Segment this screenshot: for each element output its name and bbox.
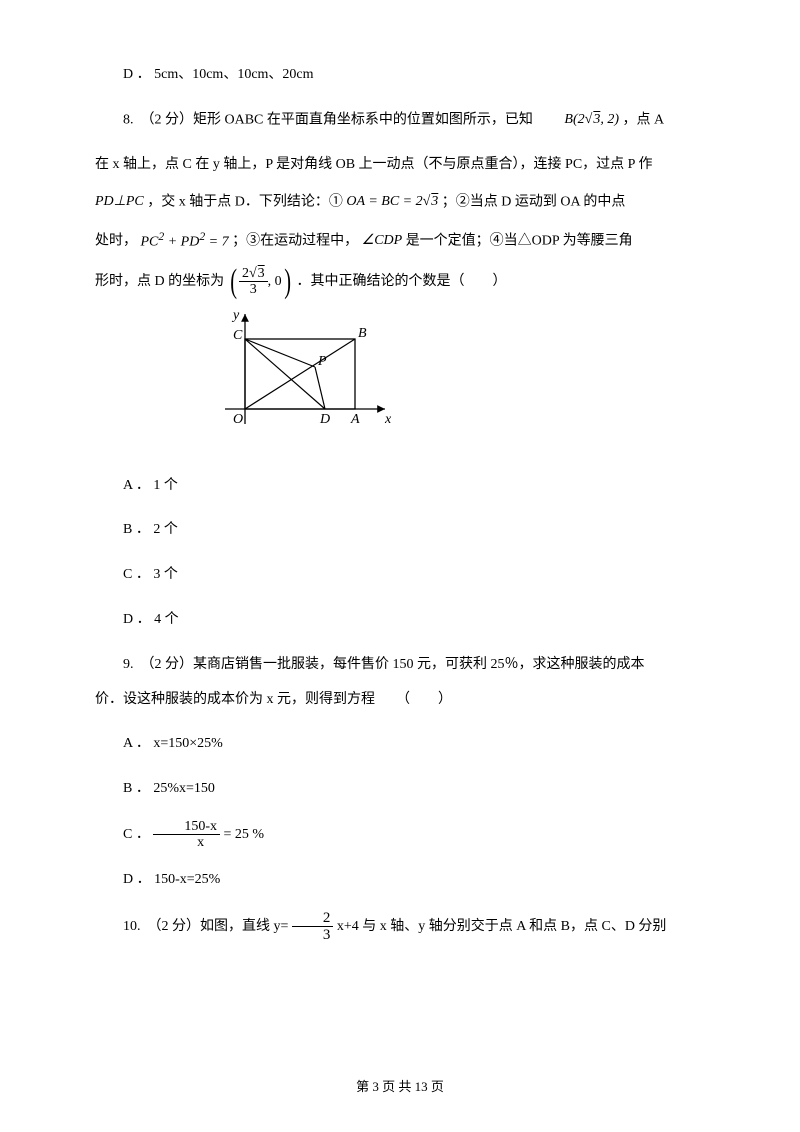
label-C: C <box>233 328 243 343</box>
label-A: A <box>350 412 360 427</box>
q8-line4-c: 是一个定值；④当△ODP 为等腰三角 <box>406 234 633 249</box>
q8-line5-b: ．其中正确结论的个数是（ ） <box>296 274 506 289</box>
q9-option-b: B ． 25%x=150 <box>95 774 705 805</box>
q8-line3: PD⊥PC ，交 x 轴于点 D．下列结论：① OA = BC = 2√3 ；②… <box>95 187 705 218</box>
q9-line1: 9. （2 分）某商店销售一批服装，每件售价 150 元，可获利 25％，求这种… <box>95 650 705 681</box>
label-D: D <box>319 412 330 427</box>
label-y: y <box>231 309 240 323</box>
q7-option-d: D ． 5cm、10cm、10cm、20cm <box>95 60 705 91</box>
paren-left: ( <box>230 265 237 299</box>
label-P: P <box>317 354 327 369</box>
q9-option-c-prefix: C ． <box>123 827 153 842</box>
q8-line4-a: 处时， <box>95 234 141 249</box>
q8-option-d: D ． 4 个 <box>95 605 705 636</box>
paren-right: ) <box>284 265 291 299</box>
q8-formula-CDP: ∠CDP <box>362 226 403 257</box>
q9-option-d: D ． 150-x=25% <box>95 865 705 896</box>
q8-formula-PDPC: PD⊥PC <box>95 187 144 218</box>
q8-diagram: y x O A B C D P <box>215 309 705 457</box>
q10-line: 10. （2 分）如图，直线 y= 23 x+4 与 x 轴、y 轴分别交于点 … <box>95 910 705 944</box>
q9-option-c-frac: 150-xx <box>153 819 220 851</box>
q8-line4: 处时， PC2 + PD2 = 7 ；③在运动过程中， ∠CDP 是一个定值；④… <box>95 224 705 258</box>
q8-formula-B: B(2√3, 2) <box>536 105 619 136</box>
q8-line2: 在 x 轴上，点 C 在 y 轴上，P 是对角线 OB 上一动点（不与原点重合）… <box>95 150 705 181</box>
q8-line1: 8. （2 分）矩形 OABC 在平面直角坐标系中的位置如图所示，已知 B(2√… <box>95 105 705 136</box>
label-x: x <box>384 412 392 427</box>
q8-coord-frac: 2√33 <box>239 266 268 298</box>
q9-line2: 价．设这种服装的成本价为 x 元，则得到方程 （ ） <box>95 685 705 716</box>
q8-line4-b: ；③在运动过程中， <box>232 234 362 249</box>
q8-option-a: A ． 1 个 <box>95 471 705 502</box>
q8-line5: 形时，点 D 的坐标为 (2√33, 0) ．其中正确结论的个数是（ ） <box>95 265 705 299</box>
q8-formula-PC2PD2: PC2 + PD2 = 7 <box>141 224 229 258</box>
q9-option-a: A ． x=150×25% <box>95 729 705 760</box>
q9-option-c: C ． 150-xx = 25 % <box>95 819 705 851</box>
q8-line3-b: ；②当点 D 运动到 OA 的中点 <box>442 195 626 210</box>
label-O: O <box>233 412 243 427</box>
q8-line1-a: 8. （2 分）矩形 OABC 在平面直角坐标系中的位置如图所示，已知 <box>123 112 536 127</box>
page-footer: 第 3 页 共 13 页 <box>0 1073 800 1102</box>
q8-diagram-svg: y x O A B C D P <box>215 309 395 444</box>
label-B: B <box>358 326 367 341</box>
q10-text-a: 10. （2 分）如图，直线 y= <box>123 919 292 934</box>
q8-line5-a: 形时，点 D 的坐标为 <box>95 274 224 289</box>
q8-formula-OABC: OA = BC = 2√3 <box>346 187 438 218</box>
q8-line1-b: ，点 A <box>623 112 665 127</box>
q8-line3-a: ，交 x 轴于点 D．下列结论：① <box>147 195 346 210</box>
q9-option-c-suffix: = 25 % <box>224 827 265 842</box>
q8-option-b: B ． 2 个 <box>95 515 705 546</box>
q10-text-b: x+4 与 x 轴、y 轴分别交于点 A 和点 B，点 C、D 分别 <box>337 919 667 934</box>
q8-option-c: C ． 3 个 <box>95 560 705 591</box>
q10-frac: 23 <box>292 910 334 944</box>
